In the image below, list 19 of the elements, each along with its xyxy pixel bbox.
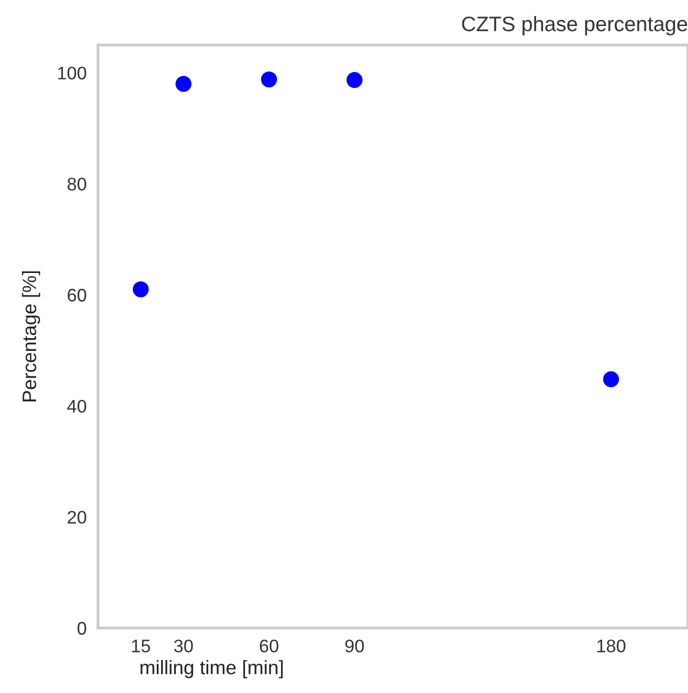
y-tick-label: 0 — [78, 622, 86, 635]
x-tick-label: 15 — [132, 640, 150, 652]
x-tick-label: 90 — [345, 640, 364, 652]
x-tick-label: 30 — [174, 640, 193, 652]
point — [132, 281, 149, 298]
y-axis-title: Percentage [%] — [22, 271, 40, 402]
x-tick-label: 180 — [597, 640, 626, 652]
y-tick-label: 100 — [58, 66, 86, 80]
point — [176, 76, 192, 92]
point — [346, 72, 362, 88]
point — [603, 371, 620, 388]
chart-title: CZTS phase percentage — [462, 16, 688, 36]
y-tick-label: 80 — [68, 178, 86, 191]
y-tick-label: 40 — [67, 400, 86, 413]
y-tick-label: 20 — [68, 510, 86, 524]
x-axis-title: milling time [min] — [140, 660, 283, 678]
y-tick-label: 60 — [68, 288, 86, 302]
x-tick-label: 60 — [260, 640, 278, 652]
point — [261, 71, 277, 88]
